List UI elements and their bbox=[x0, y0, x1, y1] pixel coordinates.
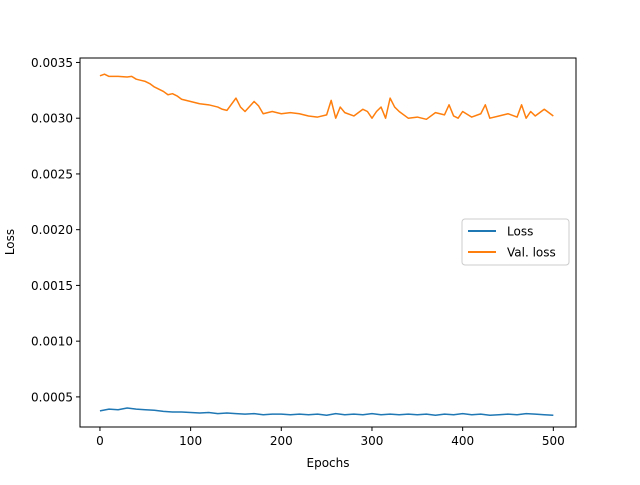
y-tick-label: 0.0015 bbox=[31, 279, 73, 293]
y-tick-label: 0.0020 bbox=[31, 223, 73, 237]
legend-label-val-loss: Val. loss bbox=[507, 246, 556, 260]
x-axis: 0 100 200 300 400 500 bbox=[96, 427, 565, 448]
y-axis-title: Loss bbox=[3, 229, 17, 255]
y-tick-label: 0.0025 bbox=[31, 167, 73, 181]
x-axis-title: Epochs bbox=[307, 456, 350, 470]
y-tick-label: 0.0030 bbox=[31, 112, 73, 126]
y-tick-label: 0.0005 bbox=[31, 390, 73, 404]
y-tick-label: 0.0035 bbox=[31, 56, 73, 70]
x-tick-label: 500 bbox=[542, 434, 565, 448]
val-loss-series-line bbox=[99, 73, 554, 121]
x-tick-label: 200 bbox=[270, 434, 293, 448]
x-tick-label: 100 bbox=[179, 434, 202, 448]
legend: Loss Val. loss bbox=[461, 218, 570, 266]
x-tick-label: 400 bbox=[451, 434, 474, 448]
y-tick-label: 0.0010 bbox=[31, 335, 73, 349]
x-tick-label: 300 bbox=[361, 434, 384, 448]
legend-label-loss: Loss bbox=[507, 225, 533, 239]
series-layer bbox=[99, 73, 554, 417]
x-tick-label: 0 bbox=[96, 434, 104, 448]
loss-series-line bbox=[99, 407, 554, 417]
y-axis: 0.0005 0.0010 0.0015 0.0020 0.0025 0.0030 0.00… bbox=[31, 56, 80, 404]
